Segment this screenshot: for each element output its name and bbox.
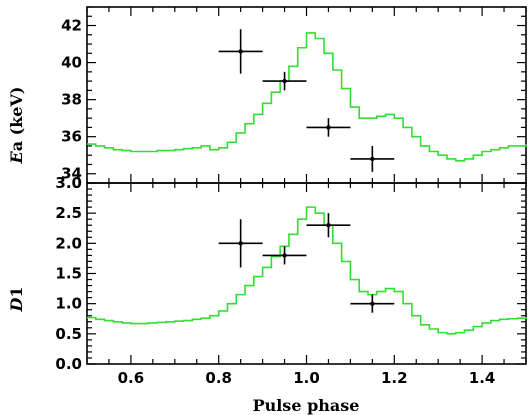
y-tick-label: 0.0 — [55, 355, 82, 373]
model-step-line — [87, 206, 527, 335]
x-tick-label: 1.4 — [469, 369, 496, 387]
xlabel: Pulse phase — [253, 396, 360, 415]
ylabel-bottom: D1 — [7, 286, 26, 312]
y-tick-label: 2.0 — [55, 234, 82, 252]
bottom-panel: 0.0 0.5 1.0 1.5 2.0 2.5 3.0 0.6 0.8 1.0 1.2 1.4 — [55, 174, 527, 387]
data-point — [370, 301, 375, 306]
model-step-line — [87, 32, 527, 162]
top-panel: 34 36 38 40 42 — [61, 6, 527, 184]
x-tick-label: 0.6 — [118, 369, 145, 387]
y-tick-label: 1.0 — [55, 295, 82, 313]
x-tick-label: 0.8 — [205, 369, 232, 387]
x-tick-label: 1.0 — [293, 369, 320, 387]
x-tick-label: 1.2 — [381, 369, 408, 387]
data-point — [326, 125, 331, 130]
data-point — [282, 253, 287, 258]
y-tick-label: 38 — [61, 91, 82, 109]
y-tick-label: 0.5 — [55, 325, 82, 343]
y-tick-label: 3.0 — [55, 174, 82, 192]
y-tick-label: 2.5 — [55, 204, 82, 222]
data-point — [370, 156, 375, 162]
y-tick-label: 1.5 — [55, 265, 82, 283]
y-tick-label: 42 — [61, 17, 82, 35]
y-tick-label: 34 — [61, 165, 82, 183]
data-point — [238, 241, 243, 246]
data-point — [326, 223, 331, 228]
y-tick-label: 36 — [61, 128, 82, 146]
data-point — [282, 78, 287, 84]
data-point — [238, 49, 243, 54]
y-tick-label: 40 — [61, 54, 82, 72]
ylabel-top: Ea (keV) — [7, 87, 26, 165]
